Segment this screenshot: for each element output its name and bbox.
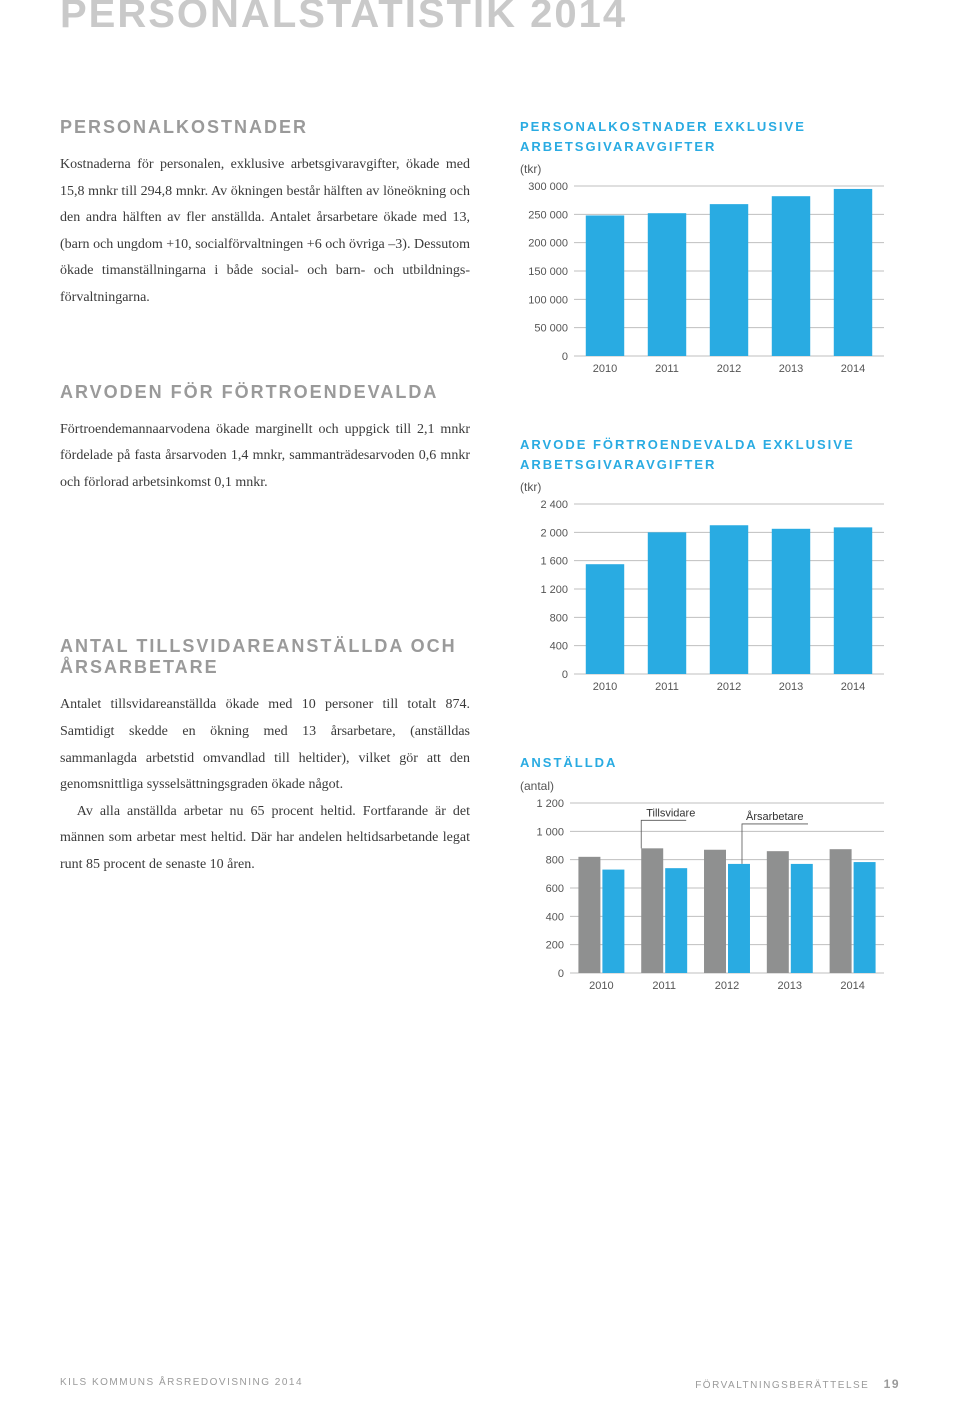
svg-text:2014: 2014 — [841, 681, 865, 693]
chart3-unit: (antal) — [520, 779, 890, 793]
section-personalkostnader: PERSONALKOSTNADER Kostnaderna för person… — [60, 117, 470, 312]
para: Antalet tillsvidareanställda ökade med 1… — [60, 692, 470, 798]
page-title: PERSONALSTATISTIK 2014 — [60, 0, 900, 37]
body-personalkostnader: Kostnaderna för personalen, exklusive ar… — [60, 152, 470, 312]
chart1: 0 50 000 100 000 150 000 200 000 250 000 300 0… — [520, 180, 890, 380]
svg-text:2011: 2011 — [652, 980, 676, 992]
body-antal: Antalet tillsvidareanställda ökade med 1… — [60, 692, 470, 878]
svg-text:1 000: 1 000 — [536, 826, 564, 838]
footer-left: KILS KOMMUNS ÅRSREDOVISNING 2014 — [60, 1377, 303, 1391]
svg-text:2013: 2013 — [779, 363, 803, 375]
svg-text:200 000: 200 000 — [528, 238, 568, 250]
svg-text:2011: 2011 — [655, 363, 679, 375]
heading-personalkostnader: PERSONALKOSTNADER — [60, 117, 470, 138]
chart2-title: ARVODE FÖRTROENDEVALDA EXKLUSIVE ARBETSG… — [520, 435, 890, 474]
chart2: 0 400 800 1 200 1 600 2 000 2 400 2010 2011 2012 2… — [520, 498, 890, 698]
svg-text:2014: 2014 — [841, 363, 865, 375]
para: Kostnaderna för personalen, exklusive ar… — [60, 152, 470, 312]
svg-text:400: 400 — [546, 911, 564, 923]
footer-right: FÖRVALTNINGSBERÄTTELSE 19 — [695, 1377, 900, 1391]
right-column: PERSONALKOSTNADER EXKLUSIVE ARBETSGIVARA… — [520, 117, 890, 1052]
svg-text:50 000: 50 000 — [534, 323, 568, 335]
svg-text:0: 0 — [562, 351, 568, 363]
heading-antal: ANTAL TILLSVIDAREANSTÄLLDA OCH ÅRSARBETA… — [60, 636, 470, 678]
heading-arvoden: ARVODEN FÖR FÖRTROENDEVALDA — [60, 382, 470, 403]
left-column: PERSONALKOSTNADER Kostnaderna för person… — [60, 117, 470, 1052]
svg-text:1 200: 1 200 — [536, 798, 564, 810]
footer-page-number: 19 — [884, 1377, 900, 1391]
svg-text:2013: 2013 — [779, 681, 803, 693]
chart3: 0 200 400 600 800 1 000 1 200 2010 2011 2012 2013 2… — [520, 797, 890, 997]
svg-text:800: 800 — [546, 854, 564, 866]
svg-text:800: 800 — [550, 612, 568, 624]
svg-text:2012: 2012 — [717, 681, 741, 693]
section-arvoden: ARVODEN FÖR FÖRTROENDEVALDA Förtroendema… — [60, 382, 470, 497]
svg-text:300 000: 300 000 — [528, 181, 568, 193]
svg-text:2012: 2012 — [717, 363, 741, 375]
chart1-title-l1: PERSONALKOSTNADER EXKLUSIVE — [520, 119, 806, 134]
svg-text:200: 200 — [546, 939, 564, 951]
chart1-container: PERSONALKOSTNADER EXKLUSIVE ARBETSGIVARA… — [520, 117, 890, 380]
svg-text:2013: 2013 — [778, 980, 802, 992]
svg-text:Tillsvidare: Tillsvidare — [646, 807, 695, 819]
svg-text:2 000: 2 000 — [540, 527, 568, 539]
chart2-container: ARVODE FÖRTROENDEVALDA EXKLUSIVE ARBETSG… — [520, 435, 890, 698]
chart1-unit: (tkr) — [520, 162, 890, 176]
chart1-title: PERSONALKOSTNADER EXKLUSIVE ARBETSGIVARA… — [520, 117, 890, 156]
svg-text:2011: 2011 — [655, 681, 679, 693]
svg-text:400: 400 — [550, 641, 568, 653]
svg-text:2012: 2012 — [715, 980, 739, 992]
chart3-title: ANSTÄLLDA — [520, 753, 890, 773]
svg-text:2010: 2010 — [593, 681, 617, 693]
svg-text:2010: 2010 — [593, 363, 617, 375]
chart2-title-l1: ARVODE FÖRTROENDEVALDA EXKLUSIVE — [520, 437, 855, 452]
svg-text:2010: 2010 — [589, 980, 613, 992]
svg-text:1 600: 1 600 — [540, 556, 568, 568]
section-antal: ANTAL TILLSVIDAREANSTÄLLDA OCH ÅRSARBETA… — [60, 636, 470, 878]
chart2-unit: (tkr) — [520, 480, 890, 494]
svg-text:2014: 2014 — [840, 980, 864, 992]
body-arvoden: Förtroendemannaarvodena ökade marginellt… — [60, 417, 470, 497]
svg-text:1 200: 1 200 — [540, 584, 568, 596]
svg-text:Årsarbetare: Årsarbetare — [746, 809, 803, 822]
svg-text:100 000: 100 000 — [528, 294, 568, 306]
svg-text:2 400: 2 400 — [540, 499, 568, 511]
chart3-title-l1: ANSTÄLLDA — [520, 755, 617, 770]
chart1-title-l2: ARBETSGIVARAVGIFTER — [520, 139, 716, 154]
svg-text:600: 600 — [546, 883, 564, 895]
para: Av alla anställda arbetar nu 65 procent … — [60, 799, 470, 879]
svg-text:250 000: 250 000 — [528, 209, 568, 221]
page-footer: KILS KOMMUNS ÅRSREDOVISNING 2014 FÖRVALT… — [60, 1377, 900, 1391]
svg-text:0: 0 — [562, 669, 568, 681]
svg-text:0: 0 — [558, 968, 564, 980]
content-columns: PERSONALKOSTNADER Kostnaderna för person… — [60, 117, 900, 1052]
para: Förtroendemannaarvodena ökade marginellt… — [60, 417, 470, 497]
svg-text:150 000: 150 000 — [528, 266, 568, 278]
footer-section-label: FÖRVALTNINGSBERÄTTELSE — [695, 1380, 869, 1391]
chart3-container: ANSTÄLLDA (antal) 0 200 400 600 800 1 000 1 20… — [520, 753, 890, 997]
chart2-title-l2: ARBETSGIVARAVGIFTER — [520, 457, 716, 472]
